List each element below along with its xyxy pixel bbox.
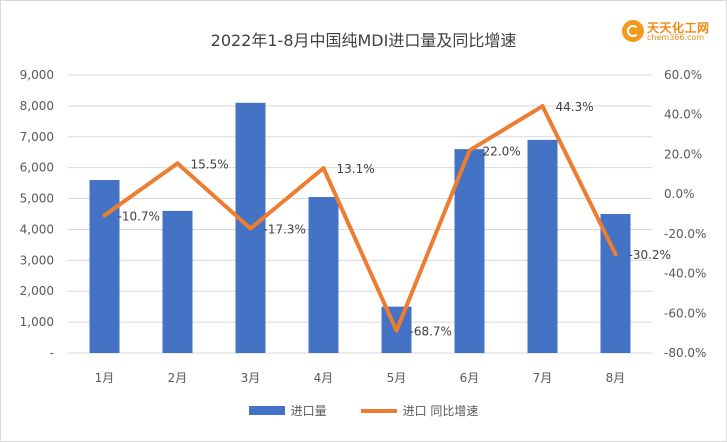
series-line (102, 104, 618, 333)
line-point (102, 213, 107, 218)
right-axis-tick-label: -40.0% (664, 267, 706, 281)
category-label: 8月 (606, 371, 626, 385)
legend-line-label: 进口 同比增速 (402, 404, 479, 418)
right-axis-tick-label: -60.0% (664, 306, 706, 320)
legend-bar-label: 进口量 (290, 404, 327, 418)
legend-bar-swatch (248, 406, 285, 415)
line-point (175, 161, 180, 166)
line-point (467, 148, 472, 153)
data-label: -68.7% (410, 325, 452, 339)
bar (308, 197, 339, 353)
left-axis-tick-label: 6,000 (20, 161, 54, 175)
category-label: 1月 (95, 371, 115, 385)
right-axis-tick-label: -80.0% (664, 346, 706, 360)
legend-item-bars: 进口量 (248, 402, 327, 419)
site-logo: 天天化工网 chem366.com (622, 20, 714, 44)
data-label: 13.1% (337, 162, 375, 176)
legend-line-swatch (360, 408, 397, 413)
right-axis-tick-label: -20.0% (664, 227, 706, 241)
bar (454, 149, 485, 353)
logo-name: 天天化工网 (647, 21, 710, 35)
right-axis-tick-label: 40.0% (664, 108, 702, 122)
line-point (540, 104, 545, 109)
category-label: 4月 (314, 371, 334, 385)
category-label: 3月 (241, 371, 261, 385)
left-axis-tick-label: 5,000 (20, 192, 54, 206)
category-label: 5月 (387, 371, 407, 385)
line-point (394, 328, 399, 333)
chart-title: 2022年1-8月中国纯MDI进口量及同比增速 (210, 31, 517, 50)
left-axis-tick-label: - (50, 346, 54, 360)
data-label: -17.3% (264, 222, 306, 236)
left-axis-tick-label: 2,000 (20, 284, 54, 298)
left-axis-tick-label: 3,000 (20, 253, 54, 267)
category-label: 6月 (460, 371, 480, 385)
legend-item-line: 进口 同比增速 (360, 402, 479, 419)
logo-url: chem366.com (647, 33, 705, 42)
line-point (248, 226, 253, 231)
chart-legend: 进口量 进口 同比增速 (0, 402, 727, 419)
line-point (613, 252, 618, 257)
left-axis-tick-label: 7,000 (20, 130, 54, 144)
logo-badge-icon (622, 20, 644, 42)
right-axis-tick-label: 60.0% (664, 68, 702, 82)
left-axis-tick-label: 8,000 (20, 99, 54, 113)
left-axis-tick-label: 9,000 (20, 68, 54, 82)
left-axis-tick-label: 4,000 (20, 222, 54, 236)
bar (527, 139, 558, 353)
category-label: 2月 (168, 371, 188, 385)
data-label: 44.3% (556, 100, 594, 114)
bar (162, 210, 193, 353)
data-label: 22.0% (483, 144, 521, 158)
data-label: 15.5% (191, 157, 229, 171)
category-label: 7月 (533, 371, 553, 385)
left-axis-tick-label: 1,000 (20, 315, 54, 329)
right-axis-tick-label: 20.0% (664, 147, 702, 161)
data-label: -30.2% (629, 248, 671, 262)
line-point (321, 166, 326, 171)
data-label: -10.7% (118, 209, 160, 223)
right-axis-tick-label: 0.0% (664, 187, 695, 201)
